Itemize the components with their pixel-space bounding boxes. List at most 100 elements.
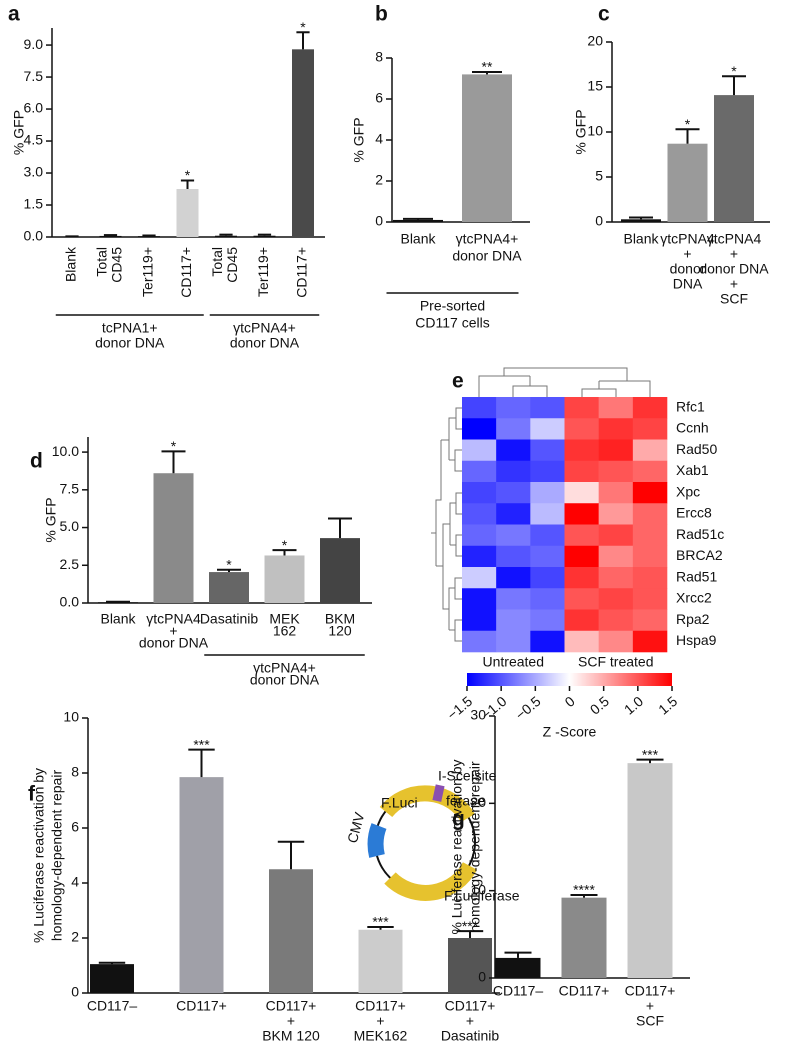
heatmap-cell <box>462 503 497 525</box>
cmv-segment <box>367 823 387 858</box>
y-axis-label: homology-dependent repair <box>467 761 483 933</box>
x-tick-label: + <box>730 246 738 262</box>
y-axis-label: homology-dependent repair <box>49 770 65 942</box>
heatmap-cell <box>462 524 497 547</box>
y-tick-label: 9.0 <box>24 36 44 52</box>
heatmap-cell <box>598 588 634 610</box>
significance-label: * <box>282 537 288 553</box>
y-tick-label: 7.5 <box>60 481 80 497</box>
y-tick-label: 3.0 <box>24 164 44 180</box>
heatmap-cell <box>564 397 599 419</box>
significance-label: * <box>300 19 306 35</box>
heatmap-cell <box>496 588 531 610</box>
heatmap-cell <box>496 397 531 419</box>
heatmap-cell <box>632 567 668 589</box>
x-tick-label: donor DNA <box>452 248 522 264</box>
bar <box>561 897 607 978</box>
bar <box>448 938 492 993</box>
x-tick-label: + <box>730 276 738 292</box>
heatmap-cell <box>598 609 634 632</box>
panel-letter: b <box>375 3 388 26</box>
heatmap-cell <box>530 439 565 462</box>
colorbar <box>467 673 672 686</box>
x-tick-label: + <box>376 1013 384 1029</box>
heatmap-cell <box>632 545 668 568</box>
bar <box>627 763 673 978</box>
heatmap-cell <box>598 460 634 483</box>
panel-letter: d <box>30 450 43 473</box>
heatmap-cell <box>598 503 634 525</box>
bar <box>358 929 403 993</box>
heatmap-cell <box>598 524 634 547</box>
heatmap-cell <box>598 567 634 589</box>
heatmap-cell <box>564 439 599 462</box>
significance-label: * <box>171 438 177 454</box>
row-label: Rad51c <box>676 526 724 542</box>
x-tick-label: CD117– <box>493 983 544 999</box>
x-tick-label: + <box>466 1013 474 1029</box>
row-label: Ercc8 <box>676 505 712 521</box>
panel-letter: a <box>8 3 20 26</box>
heatmap-cell <box>598 397 634 419</box>
y-axis-label: % GFP <box>11 110 27 155</box>
heatmap-cell <box>632 460 668 483</box>
x-tick-label: BKM 120 <box>262 1028 320 1044</box>
group-label: γtcPNA4+ <box>233 320 296 336</box>
heatmap-cell <box>462 609 497 632</box>
heatmap-cell <box>496 630 531 653</box>
heatmap-cell <box>564 482 599 504</box>
heatmap-cell <box>598 418 634 440</box>
y-axis-label: % Luciferase reactivation by <box>449 759 465 934</box>
heatmap-cell <box>496 609 531 632</box>
y-tick-label: 4.5 <box>24 132 44 148</box>
row-label: Hspa9 <box>676 632 717 648</box>
group-label: CD117 cells <box>415 315 489 331</box>
bar <box>138 236 160 237</box>
group-label: donor DNA <box>250 672 320 688</box>
heatmap-cell <box>564 567 599 589</box>
y-tick-label: 8 <box>71 764 79 780</box>
row-label: Rad51 <box>676 568 717 584</box>
y-tick-label: 10 <box>470 881 486 897</box>
heatmap-cell <box>632 609 668 632</box>
colorbar-tick-label: 1.5 <box>655 693 680 718</box>
heatmap-cell <box>462 439 497 462</box>
heatmap-cell <box>564 545 599 568</box>
y-tick-label: 2 <box>71 929 79 945</box>
heatmap-cell <box>530 524 565 547</box>
bar <box>209 572 249 603</box>
x-tick-label: Dasatinib <box>441 1028 500 1044</box>
row-label: Ccnh <box>676 420 709 436</box>
heatmap-cell <box>598 545 634 568</box>
x-tick-label: DNA <box>673 276 703 292</box>
bar <box>90 964 134 993</box>
row-label: Xrcc2 <box>676 590 712 606</box>
row-label: Xab1 <box>676 462 709 478</box>
heatmap-cell <box>530 545 565 568</box>
heatmap-cell <box>632 524 668 547</box>
heatmap-cell <box>462 460 497 483</box>
x-tick-label: CD117+ <box>294 247 310 298</box>
colorbar-tick-label: −0.5 <box>512 693 544 723</box>
heatmap-cell <box>564 418 599 440</box>
colorbar-tick-label: 0.5 <box>587 693 612 718</box>
y-tick-label: 4 <box>71 874 79 890</box>
group-label: tcPNA1+ <box>102 320 158 336</box>
significance-label: * <box>185 167 191 183</box>
row-label: BRCA2 <box>676 547 723 563</box>
y-tick-label: 30 <box>470 707 486 723</box>
bar <box>179 777 224 993</box>
y-tick-label: 5 <box>595 168 603 184</box>
y-tick-label: 2 <box>375 172 383 188</box>
bar <box>393 219 443 222</box>
bar <box>269 869 313 993</box>
bar <box>264 555 305 603</box>
heatmap-cell <box>496 567 531 589</box>
heatmap-cell <box>632 439 668 462</box>
y-tick-label: 7.5 <box>24 68 44 84</box>
y-tick-label: 5.0 <box>60 518 80 534</box>
bar <box>495 957 541 978</box>
bar <box>320 538 360 603</box>
heatmap-cell <box>462 397 497 419</box>
